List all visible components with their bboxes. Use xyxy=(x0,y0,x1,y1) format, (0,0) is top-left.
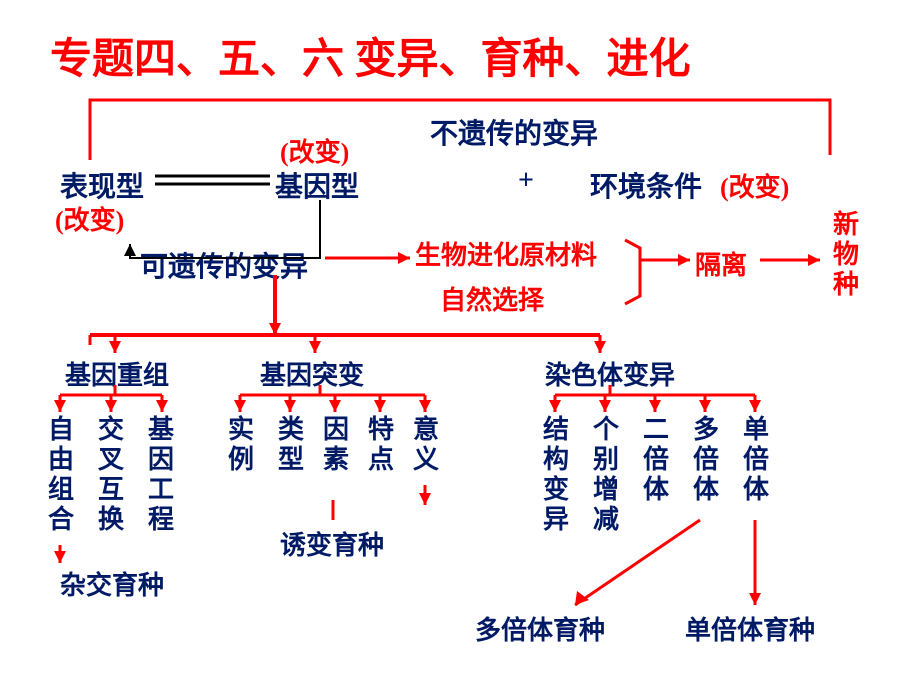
arrows-layer xyxy=(0,0,920,690)
diagram-canvas: 专题四、五、六 变异、育种、进化 表现型 基因型 (改变) (改变) + 环境条… xyxy=(0,0,920,690)
